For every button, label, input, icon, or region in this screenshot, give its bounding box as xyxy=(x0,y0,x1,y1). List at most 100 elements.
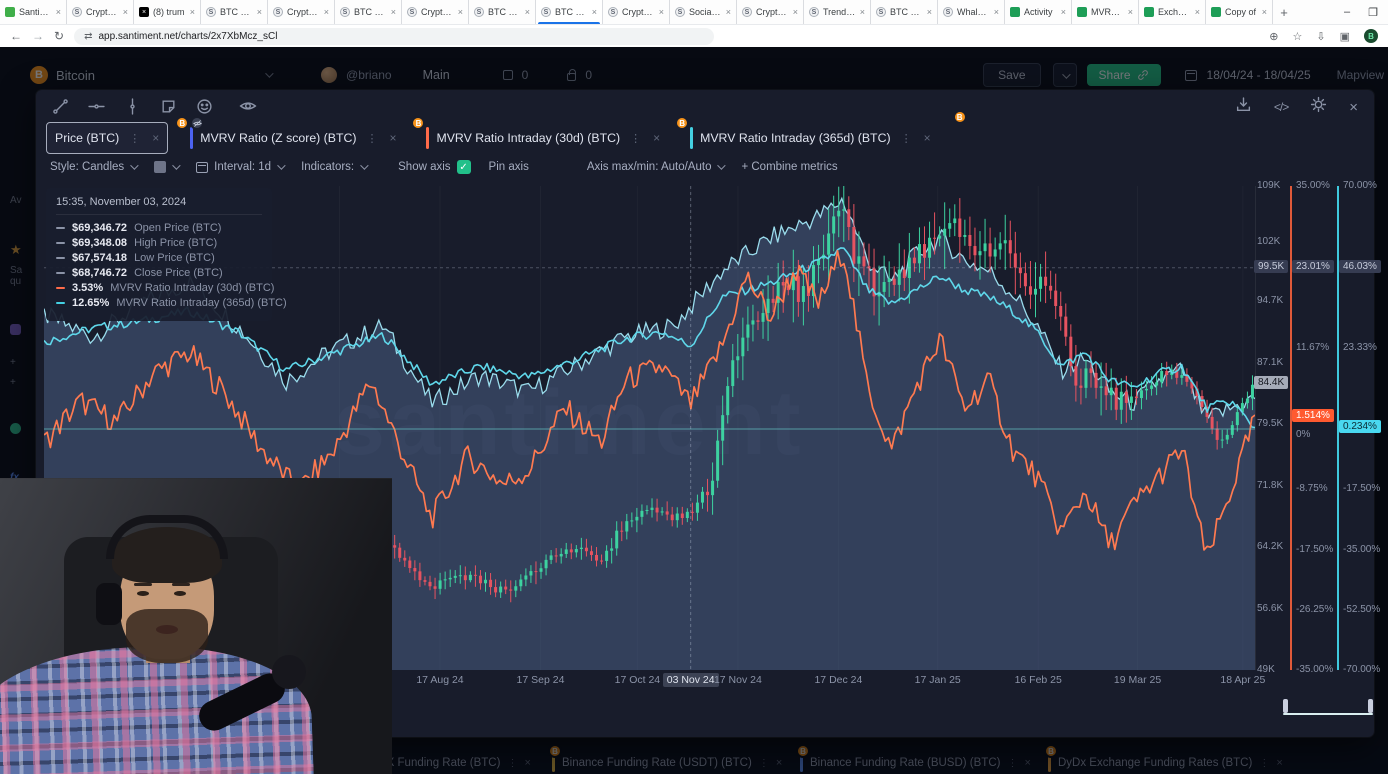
metric-tab[interactable]: MVRV Ratio Intraday (30d) (BTC) ⋮ × B xyxy=(411,116,668,154)
browser-tab-close-icon[interactable]: × xyxy=(1261,7,1267,17)
browser-tab-close-icon[interactable]: × xyxy=(390,7,396,17)
browser-tab-label: Crypto A xyxy=(622,7,655,17)
browser-tab-close-icon[interactable]: × xyxy=(926,7,932,17)
tooltip-label: Open Price (BTC) xyxy=(134,222,222,234)
url-text: app.santiment.net/charts/2x7XbMcz_sCl xyxy=(98,30,278,42)
metric-tab[interactable]: MVRV Ratio (Z score) (BTC) ⋮ × B xyxy=(175,116,404,154)
style-select[interactable]: Style: Candles xyxy=(50,161,139,173)
install-icon[interactable]: ⇩ xyxy=(1316,30,1326,43)
browser-tab-label: Whale W xyxy=(957,7,990,17)
browser-tab-close-icon[interactable]: × xyxy=(591,7,597,17)
window-minimize-button[interactable]: – xyxy=(1344,6,1351,18)
metric-tab-close-icon[interactable]: × xyxy=(152,131,160,145)
santiment-favicon: S xyxy=(742,7,752,17)
axis-maxmin-select[interactable]: Axis max/min: Auto/Auto xyxy=(587,161,727,173)
zoom-brush[interactable] xyxy=(1283,699,1373,715)
pin-axis-control[interactable]: Pin axis xyxy=(488,161,529,173)
zoom-search-icon[interactable]: ⊕ xyxy=(1269,30,1279,43)
browser-tab[interactable]: Exchang × xyxy=(1139,0,1206,24)
microphone-tip xyxy=(272,655,306,689)
date-axis-tick: 17 Oct 24 xyxy=(614,674,661,686)
browser-tab[interactable]: S Social To × xyxy=(670,0,737,24)
reload-icon[interactable]: ↻ xyxy=(54,29,65,43)
browser-tab[interactable]: Copy of × xyxy=(1206,0,1273,24)
mvrv365-axis-line xyxy=(1337,186,1339,670)
metric-tab[interactable]: Price (BTC) ⋮ × xyxy=(46,122,169,154)
browser-tab-close-icon[interactable]: × xyxy=(189,7,195,17)
forward-icon[interactable]: → xyxy=(32,29,44,43)
santiment-favicon: S xyxy=(407,7,417,17)
metric-tab-close-icon[interactable]: × xyxy=(653,131,661,145)
browser-tab-close-icon[interactable]: × xyxy=(725,7,731,17)
brush-handle-right[interactable] xyxy=(1368,699,1373,713)
metric-tab[interactable]: MVRV Ratio Intraday (365d) (BTC) ⋮ × B xyxy=(675,116,938,154)
browser-tab-close-icon[interactable]: × xyxy=(323,7,329,17)
price-axis-tick: 64.2K xyxy=(1257,541,1284,553)
download-icon[interactable] xyxy=(1235,96,1252,118)
close-chart-icon[interactable]: × xyxy=(1349,98,1358,116)
metric-tab-menu-icon[interactable]: ⋮ xyxy=(129,132,141,145)
browser-tab[interactable]: S Crypto H × xyxy=(402,0,469,24)
show-axis-control[interactable]: Show axis ✓ xyxy=(398,160,471,174)
browser-tab-close-icon[interactable]: × xyxy=(658,7,664,17)
browser-tab[interactable]: S Crypto S × xyxy=(67,0,134,24)
browser-tab-close-icon[interactable]: × xyxy=(1194,7,1200,17)
browser-tab[interactable]: S BTC $84 × xyxy=(335,0,402,24)
browser-tab-close-icon[interactable]: × xyxy=(256,7,262,17)
color-swatch-select[interactable] xyxy=(154,161,181,173)
card-actions: </> × xyxy=(1235,96,1358,118)
note-tool-icon[interactable] xyxy=(158,96,178,116)
browser-tab[interactable]: S BTC $84 × xyxy=(469,0,536,24)
browser-tab[interactable]: Santimen× xyxy=(0,0,67,24)
window-maximize-button[interactable]: ❐ xyxy=(1368,6,1378,19)
metric-tab-menu-icon[interactable]: ⋮ xyxy=(366,132,378,145)
headphones-earcup xyxy=(96,583,122,625)
show-axis-checkbox[interactable]: ✓ xyxy=(456,160,471,174)
metric-tab-menu-icon[interactable]: ⋮ xyxy=(630,132,642,145)
interval-select[interactable]: Interval: 1d xyxy=(196,161,286,173)
settings-gear-icon[interactable] xyxy=(1310,96,1327,118)
browser-tab[interactable]: S Crypto S × xyxy=(268,0,335,24)
back-icon[interactable]: ← xyxy=(10,29,22,43)
metric-tab-close-icon[interactable]: × xyxy=(923,131,931,145)
horizontal-line-tool-icon[interactable] xyxy=(86,96,106,116)
hide-tool-icon[interactable] xyxy=(238,96,258,116)
browser-tab[interactable]: MVRV D × xyxy=(1072,0,1139,24)
trend-line-tool-icon[interactable] xyxy=(50,96,70,116)
browser-tab[interactable]: S Crypto N × xyxy=(737,0,804,24)
metric-tab-menu-icon[interactable]: ⋮ xyxy=(900,132,912,145)
browser-tab-close-icon[interactable]: × xyxy=(859,7,865,17)
bookmark-star-icon[interactable]: ☆ xyxy=(1292,30,1303,43)
browser-tab[interactable]: S Crypto A × xyxy=(603,0,670,24)
tooltip-row: 12.65% MVRV Ratio Intraday (365d) (BTC) xyxy=(56,297,287,309)
browser-tab-close-icon[interactable]: × xyxy=(993,7,999,17)
emoji-tool-icon[interactable] xyxy=(194,96,214,116)
browser-tab-close-icon[interactable]: × xyxy=(1060,7,1066,17)
embed-code-icon[interactable]: </> xyxy=(1273,100,1289,114)
browser-tab[interactable]: S Trending × xyxy=(804,0,871,24)
browser-tab[interactable]: S BTC $84 × xyxy=(201,0,268,24)
browser-tab-label: Copy of xyxy=(1225,7,1257,17)
price-hover-badge: 99.5K xyxy=(1254,259,1289,273)
browser-tab-close-icon[interactable]: × xyxy=(122,7,128,17)
browser-tab-close-icon[interactable]: × xyxy=(55,7,61,17)
extensions-icon[interactable]: ▣ xyxy=(1339,30,1350,43)
browser-tab-close-icon[interactable]: × xyxy=(1127,7,1133,17)
brush-handle-left[interactable] xyxy=(1283,699,1288,713)
browser-tab[interactable]: S Whale W× xyxy=(938,0,1005,24)
browser-profile-avatar[interactable]: B xyxy=(1364,29,1378,43)
new-tab-button[interactable]: + xyxy=(1280,4,1288,20)
browser-tab-close-icon[interactable]: × xyxy=(792,7,798,17)
browser-tab[interactable]: S BTC $84 × xyxy=(536,0,603,24)
browser-tab[interactable]: Activity × xyxy=(1005,0,1072,24)
metric-tab-close-icon[interactable]: × xyxy=(389,131,397,145)
combine-metrics-button[interactable]: + Combine metrics xyxy=(741,161,838,173)
mvrv30-hover-badge: 23.01% xyxy=(1292,259,1334,273)
url-field[interactable]: ⇄ app.santiment.net/charts/2x7XbMcz_sCl xyxy=(74,27,715,45)
vertical-line-tool-icon[interactable] xyxy=(122,96,142,116)
browser-tab-close-icon[interactable]: × xyxy=(524,7,530,17)
indicators-select[interactable]: Indicators: xyxy=(301,161,369,173)
browser-tab[interactable]: S BTC ETF× xyxy=(871,0,938,24)
browser-tab-close-icon[interactable]: × xyxy=(457,7,463,17)
browser-tab[interactable]: × (8) trum × xyxy=(134,0,201,24)
